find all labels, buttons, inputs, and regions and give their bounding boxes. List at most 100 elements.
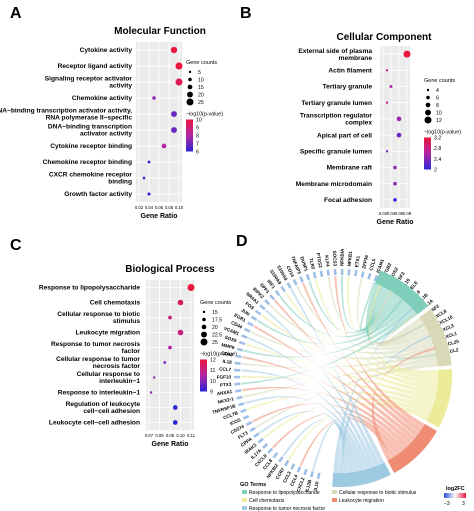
gene-label: CCR7	[275, 466, 286, 480]
x-tick-label: 0.08	[155, 433, 164, 438]
size-legend-label: 4	[436, 88, 439, 94]
gene-segment	[373, 275, 379, 282]
data-point	[175, 62, 183, 70]
x-tick-label: 0.04	[145, 205, 154, 210]
gene-label: NOS2	[389, 266, 400, 280]
gene-label: NFKBIA	[339, 248, 344, 266]
x-tick-label: 0.04	[387, 211, 396, 216]
data-point	[393, 165, 397, 170]
logfc-title: log2FC	[446, 486, 465, 492]
category-label: cell−cell adhesion	[83, 408, 140, 415]
size-legend-label: 17.5	[212, 318, 222, 324]
category-label: Membrane raft	[327, 165, 373, 172]
size-legend-dot	[200, 338, 208, 346]
size-legend-dot	[188, 77, 192, 82]
category-label: RNA polymerase II−specific	[46, 115, 133, 122]
size-legend-dot	[187, 84, 193, 90]
gene-segment	[280, 285, 286, 293]
logfc-tick: 3	[462, 501, 465, 507]
data-point	[187, 284, 195, 291]
panel-letter: C	[10, 237, 22, 254]
category-label: activity	[109, 83, 132, 90]
gene-label: ZFP36	[361, 254, 369, 269]
size-legend-dot	[425, 102, 431, 108]
go-term-swatch	[242, 490, 247, 494]
size-legend-dot	[425, 109, 431, 116]
size-legend-dot	[186, 98, 194, 106]
size-legend-label: 15	[198, 85, 204, 91]
color-legend-tick: 2	[434, 168, 437, 174]
category-label: Specific granule lumen	[300, 149, 372, 156]
gene-label: CCL7B	[222, 410, 239, 420]
size-legend-dot	[426, 95, 430, 100]
size-legend-label: 25	[198, 100, 204, 106]
data-point	[389, 85, 393, 88]
gene-label: CD40	[221, 350, 234, 357]
gene-segment	[254, 309, 262, 316]
gene-segment	[236, 347, 244, 352]
size-legend-label: 8	[436, 103, 439, 109]
gene-segment	[347, 269, 351, 276]
x-tick-label: 0.10	[175, 205, 184, 210]
gene-segment	[249, 426, 256, 433]
category-label: Leukocyte cell−cell adhesion	[49, 420, 140, 427]
size-legend-dot	[424, 116, 432, 124]
panel-letter: B	[240, 5, 252, 22]
size-legend-title: Gene counts	[186, 60, 217, 66]
chord-ribbon	[365, 283, 438, 360]
size-legend-label: 5	[198, 70, 201, 76]
category-label: DNA−binding transcription activator acti…	[0, 108, 132, 115]
data-point	[396, 132, 402, 138]
category-label: Actin filament	[328, 68, 372, 75]
size-legend-label: 10	[436, 111, 442, 117]
x-tick-label: 0.09	[166, 433, 175, 438]
x-tick-label: 0.02	[379, 211, 388, 216]
category-label: Response to lipopolysaccharide	[39, 285, 140, 292]
gene-segment	[274, 289, 281, 297]
gene-label: EGR1	[233, 313, 247, 324]
color-legend-tick: 6	[196, 150, 199, 156]
go-term-arc	[387, 424, 437, 473]
gene-segment	[354, 270, 358, 277]
size-legend-title: Gene counts	[424, 78, 455, 84]
chord-ribbon	[314, 278, 438, 386]
data-point	[171, 127, 177, 133]
chord-ribbon	[255, 361, 438, 429]
gene-segment	[286, 282, 292, 289]
go-term-label: Response to lipopolysaccharide	[249, 490, 320, 496]
chord-ribbon	[241, 350, 437, 368]
size-legend-title: Gene counts	[200, 300, 231, 306]
panel-letter: A	[10, 5, 22, 22]
category-label: interleukin−1	[99, 378, 140, 385]
category-label: Leukocyte migration	[76, 330, 141, 337]
gene-label: CPPA	[240, 436, 254, 448]
data-point	[177, 299, 184, 306]
gene-label: PTGS2	[315, 252, 323, 268]
category-label: Response to tumor necrosis	[51, 341, 140, 348]
gene-label: CXCL3	[439, 323, 455, 334]
gene-label: CCL20	[444, 339, 460, 348]
gene-label: FOS	[244, 301, 255, 311]
category-label: Cytokine receptor binding	[50, 143, 132, 150]
go-term-swatch	[242, 498, 247, 502]
go-term-arc	[375, 270, 429, 315]
color-legend-title: −log10(p-value)	[186, 112, 223, 118]
data-point	[172, 405, 178, 410]
gene-segment	[242, 414, 250, 420]
gene-label: CD44	[230, 320, 243, 330]
chord-ribbon	[290, 288, 385, 465]
gene-segment	[367, 273, 372, 280]
category-label: Chemokine activity	[72, 95, 132, 102]
panel-letter: D	[236, 233, 248, 250]
gene-segment	[316, 472, 321, 479]
panel-d: DCCL2CCL20CXCL1CXCL3CXCL10CXCL8CSF2IL1AI…	[212, 233, 466, 511]
data-point	[149, 391, 153, 394]
panel-a: A Molecular Function 0.02 0.04 0.06 0.08 0.10 C…	[0, 5, 223, 220]
size-legend-label: 15	[212, 310, 218, 316]
gene-label: IL1A	[423, 298, 434, 309]
gene-label: ETS1	[354, 255, 361, 268]
gene-label: KLF4	[324, 255, 330, 267]
gene-segment	[235, 389, 242, 393]
color-legend-tick: 2.4	[434, 157, 441, 163]
category-label: stimulus	[113, 318, 140, 325]
